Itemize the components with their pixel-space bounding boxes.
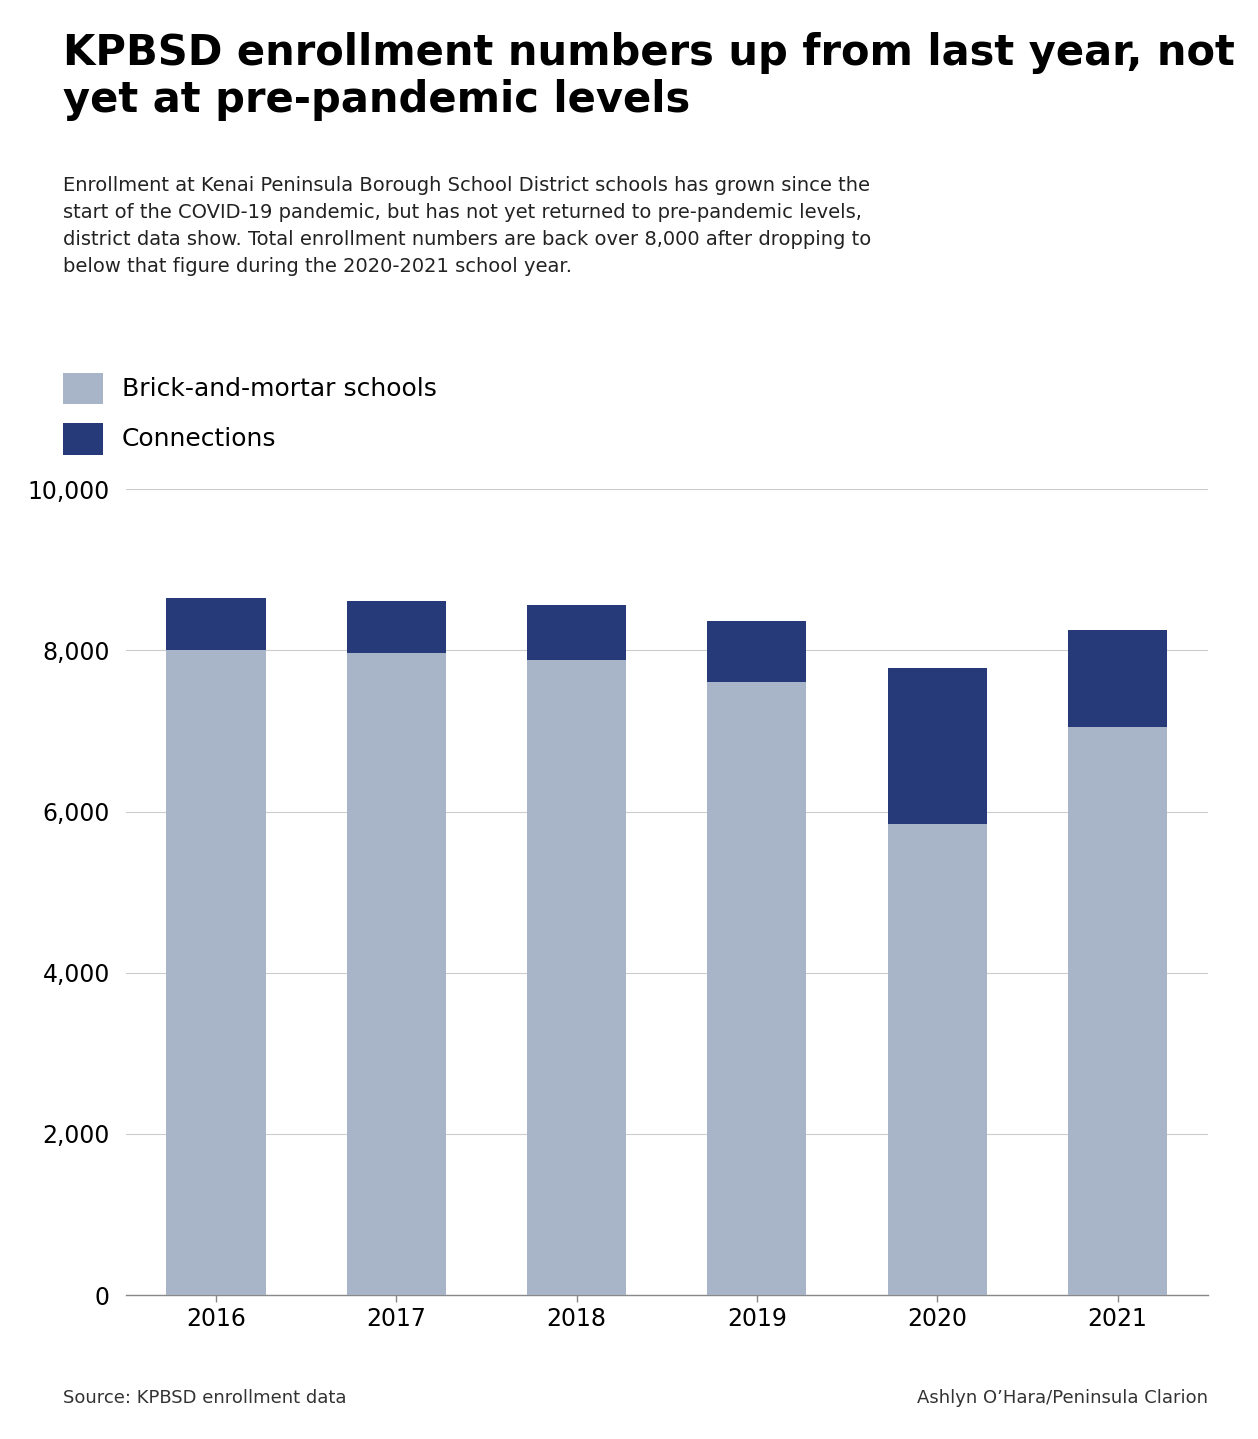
Bar: [707, 682, 806, 1295]
Text: Brick-and-mortar schools: Brick-and-mortar schools: [122, 377, 437, 400]
Bar: [166, 650, 265, 1295]
Bar: [707, 620, 806, 682]
Text: Connections: Connections: [122, 427, 277, 450]
Bar: [888, 668, 986, 823]
Bar: [347, 602, 445, 653]
Bar: [1068, 727, 1167, 1295]
Text: KPBSD enrollment numbers up from last year, not
yet at pre-pandemic levels: KPBSD enrollment numbers up from last ye…: [63, 32, 1235, 121]
Text: Ashlyn O’Hara/Peninsula Clarion: Ashlyn O’Hara/Peninsula Clarion: [917, 1389, 1208, 1407]
Bar: [166, 599, 265, 650]
Bar: [1068, 630, 1167, 727]
Bar: [527, 606, 626, 661]
Text: Enrollment at Kenai Peninsula Borough School District schools has grown since th: Enrollment at Kenai Peninsula Borough Sc…: [63, 176, 871, 276]
Bar: [527, 661, 626, 1295]
Bar: [888, 823, 986, 1295]
Text: Source: KPBSD enrollment data: Source: KPBSD enrollment data: [63, 1389, 346, 1407]
Bar: [347, 653, 445, 1295]
